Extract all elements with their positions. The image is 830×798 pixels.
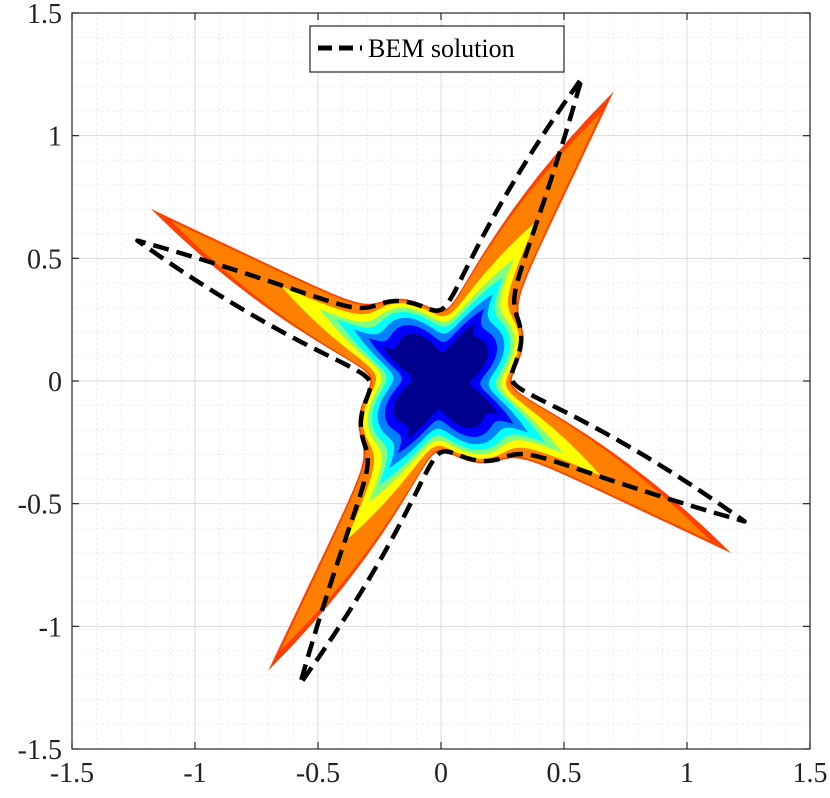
y-axis-ticks: -1.5 -1 -0.5 0 0.5 1 1.5 [18,0,62,766]
x-tick-label: -1.5 [50,758,94,789]
y-tick-label: -1.5 [18,735,62,766]
x-tick-label: -0.5 [296,758,340,789]
y-tick-label: -1 [39,612,62,643]
y-tick-label: 0 [48,367,62,398]
series-line-bem-solution [135,75,747,687]
x-tick-label: 1.5 [793,758,828,789]
x-tick-label: 0.5 [547,758,582,789]
y-tick-label: 1 [48,122,62,153]
series-layer [135,75,747,687]
x-axis-ticks: -1.5 -1 -0.5 0 0.5 1 1.5 [50,758,828,789]
legend-label: BEM solution [368,34,515,63]
x-tick-label: -1 [183,758,206,789]
x-tick-label: 0 [434,758,448,789]
y-tick-label: -0.5 [18,490,62,521]
y-tick-label: 1.5 [27,0,62,30]
field-fill [150,91,732,671]
field-level-7 [382,323,500,439]
y-tick-label: 0.5 [27,244,62,275]
tick-marks [71,12,811,750]
x-tick-label: 1 [680,758,694,789]
legend: BEM solution [309,25,565,73]
